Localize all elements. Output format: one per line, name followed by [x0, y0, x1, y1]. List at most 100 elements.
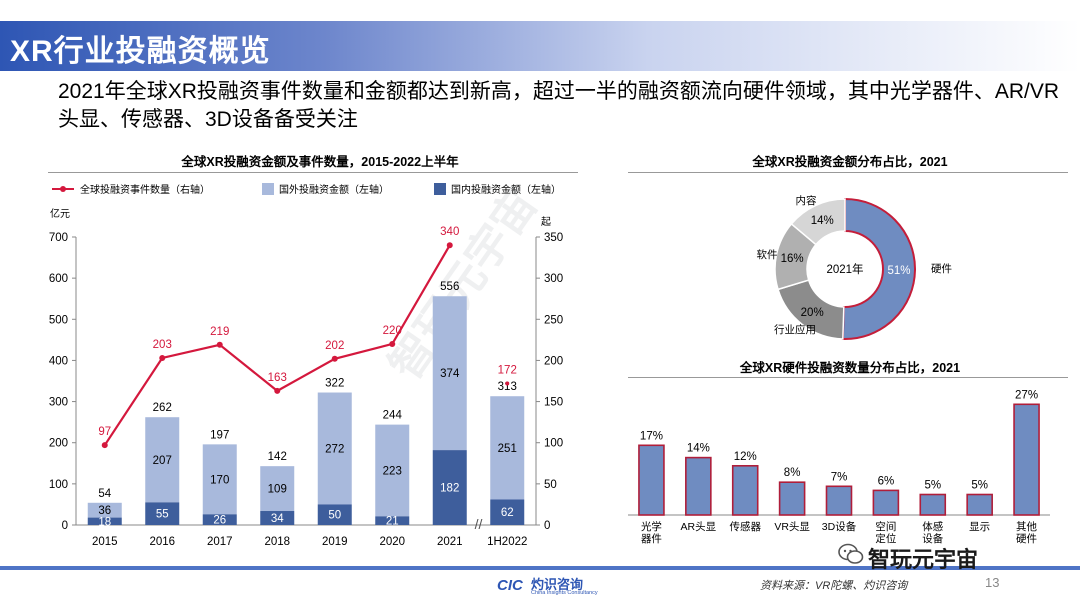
bar-total-label: 142 — [268, 451, 287, 463]
bar-domestic — [432, 450, 467, 525]
events-label: 220 — [383, 325, 402, 337]
bar-domestic — [490, 499, 525, 525]
legend-foreign-swatch — [262, 183, 274, 195]
hw-bar-label: 12% — [734, 451, 757, 463]
hw-bar-label: 27% — [1015, 389, 1038, 401]
cic-logo-subtext: China Insights Consultancy — [531, 590, 598, 596]
donut-slice-pct: 20% — [801, 307, 824, 319]
hw-bar-label: 5% — [971, 480, 988, 492]
legend-domestic-swatch — [434, 183, 446, 195]
events-point — [274, 387, 281, 394]
hw-category-label: 定位 — [875, 532, 896, 545]
hw-bar-label: 6% — [878, 475, 895, 487]
events-label: 172 — [498, 364, 517, 376]
hw-category-label: 设备 — [922, 532, 943, 545]
bar-domestic — [317, 504, 352, 525]
hw-bar — [872, 489, 900, 516]
bar-domestic — [145, 502, 180, 525]
left-tick-label: 700 — [49, 232, 68, 244]
wechat-account-name: 智玩元宇宙 — [868, 547, 979, 572]
x-tick-label: 2021 — [437, 536, 463, 548]
bar-foreign-label: 223 — [383, 465, 402, 477]
bar-foreign-label: 272 — [325, 443, 344, 455]
right-axis-unit: 起 — [541, 216, 551, 228]
left-tick-label: 600 — [49, 273, 68, 285]
bar-foreign — [260, 466, 295, 512]
legend-events-label: 全球投融资事件数量（右轴） — [80, 183, 210, 196]
right-tick-label: 300 — [544, 273, 563, 285]
bar-total-label: 262 — [153, 402, 172, 414]
events-label: 97 — [98, 426, 111, 438]
title-banner: XR行业投融资概览 — [0, 21, 1080, 71]
events-point — [331, 355, 338, 362]
bar-domestic-label: 62 — [501, 507, 514, 519]
events-point — [101, 442, 108, 449]
page-title: XR行业投融资概览 — [10, 35, 271, 68]
hw-category-label: 硬件 — [1016, 533, 1037, 545]
bar-foreign — [145, 417, 180, 503]
donut-slice-pct: 51% — [887, 265, 910, 277]
bar-foreign-label: 109 — [268, 484, 287, 496]
bar-foreign — [317, 392, 352, 505]
bar-total-label: 244 — [383, 410, 403, 422]
legend-domestic-label: 国内投融资金额（左轴） — [451, 183, 561, 196]
donut-slice-pct: 14% — [811, 215, 834, 227]
bar-foreign — [375, 424, 410, 517]
events-point — [389, 340, 396, 347]
events-point — [446, 242, 453, 249]
footer-line — [0, 566, 1080, 570]
wechat-icon — [838, 543, 864, 564]
bar-domestic — [202, 514, 237, 525]
donut-slice-label: 内容 — [796, 194, 817, 207]
bar-total-label: 54 — [98, 488, 111, 500]
left-tick-label: 0 — [62, 520, 68, 532]
hw-bar — [778, 481, 806, 516]
bar-foreign-label: 36 — [98, 505, 111, 517]
hw-category-label: 光学 — [641, 520, 662, 533]
left-tick-label: 100 — [49, 479, 68, 491]
hw-bar-label: 7% — [831, 471, 848, 483]
right-tick-label: 250 — [544, 314, 563, 326]
hw-category-label: 其他 — [1016, 520, 1038, 533]
events-point — [505, 381, 510, 386]
bar-domestic — [375, 516, 410, 525]
hw-bar — [685, 456, 712, 516]
donut-slice-label: 软件 — [757, 248, 778, 261]
bar-domestic-label: 26 — [213, 515, 226, 527]
hw-bar — [966, 493, 993, 516]
hw-category-label: 体感 — [922, 520, 943, 533]
left-axis-unit: 亿元 — [50, 207, 70, 220]
events-label: 202 — [325, 340, 344, 352]
events-label: 340 — [440, 226, 459, 238]
left-tick-label: 500 — [49, 314, 68, 326]
hw-category-label: 空间 — [875, 520, 896, 533]
chart1-title: 全球XR投融资金额及事件数量，2015-2022上半年 — [181, 155, 459, 169]
right-tick-label: 350 — [544, 232, 563, 244]
source-note: 资料来源：VR陀螺、灼识咨询 — [760, 580, 908, 592]
donut-slice-label: 行业应用 — [774, 323, 816, 336]
bar-domestic-label: 182 — [440, 483, 459, 495]
donut-center-label: 2021年 — [826, 262, 863, 276]
cic-logo-mark: CIC — [497, 577, 523, 594]
hw-bar — [919, 493, 947, 516]
donut-slice-pct: 16% — [781, 253, 804, 265]
bar-foreign — [202, 444, 237, 515]
legend-foreign-label: 国外投融资金额（左轴） — [279, 183, 389, 196]
hw-bar-label: 14% — [687, 443, 710, 455]
left-tick-label: 400 — [49, 355, 68, 367]
cic-logo-text: 灼识咨询 — [531, 577, 584, 592]
bar-total-label: 322 — [325, 378, 344, 390]
bar-foreign-label: 207 — [153, 455, 172, 467]
bar-total-label: 197 — [210, 429, 229, 441]
bar-foreign-label: 374 — [440, 368, 460, 380]
chart3-title: 全球XR硬件投融资数量分布占比，2021 — [739, 361, 961, 375]
hw-bar — [825, 485, 853, 516]
bar-domestic-label: 34 — [271, 513, 284, 525]
donut-slice — [841, 197, 916, 340]
chart1-title-rule — [48, 172, 578, 173]
bar-domestic — [87, 517, 122, 525]
right-tick-label: 150 — [544, 397, 563, 409]
hw-category-label: 显示 — [969, 521, 990, 533]
hw-category-label: 传感器 — [729, 520, 761, 533]
